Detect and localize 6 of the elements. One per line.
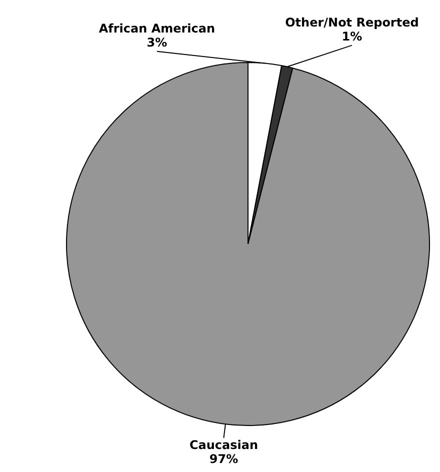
slice-label: Other/Not Reported [285,15,419,30]
slice-label: African American [98,22,216,36]
data-label: 97% [209,452,238,466]
data-label: 3% [146,36,168,50]
data-label: 1% [342,29,362,44]
slice-label: Caucasian [189,438,258,452]
